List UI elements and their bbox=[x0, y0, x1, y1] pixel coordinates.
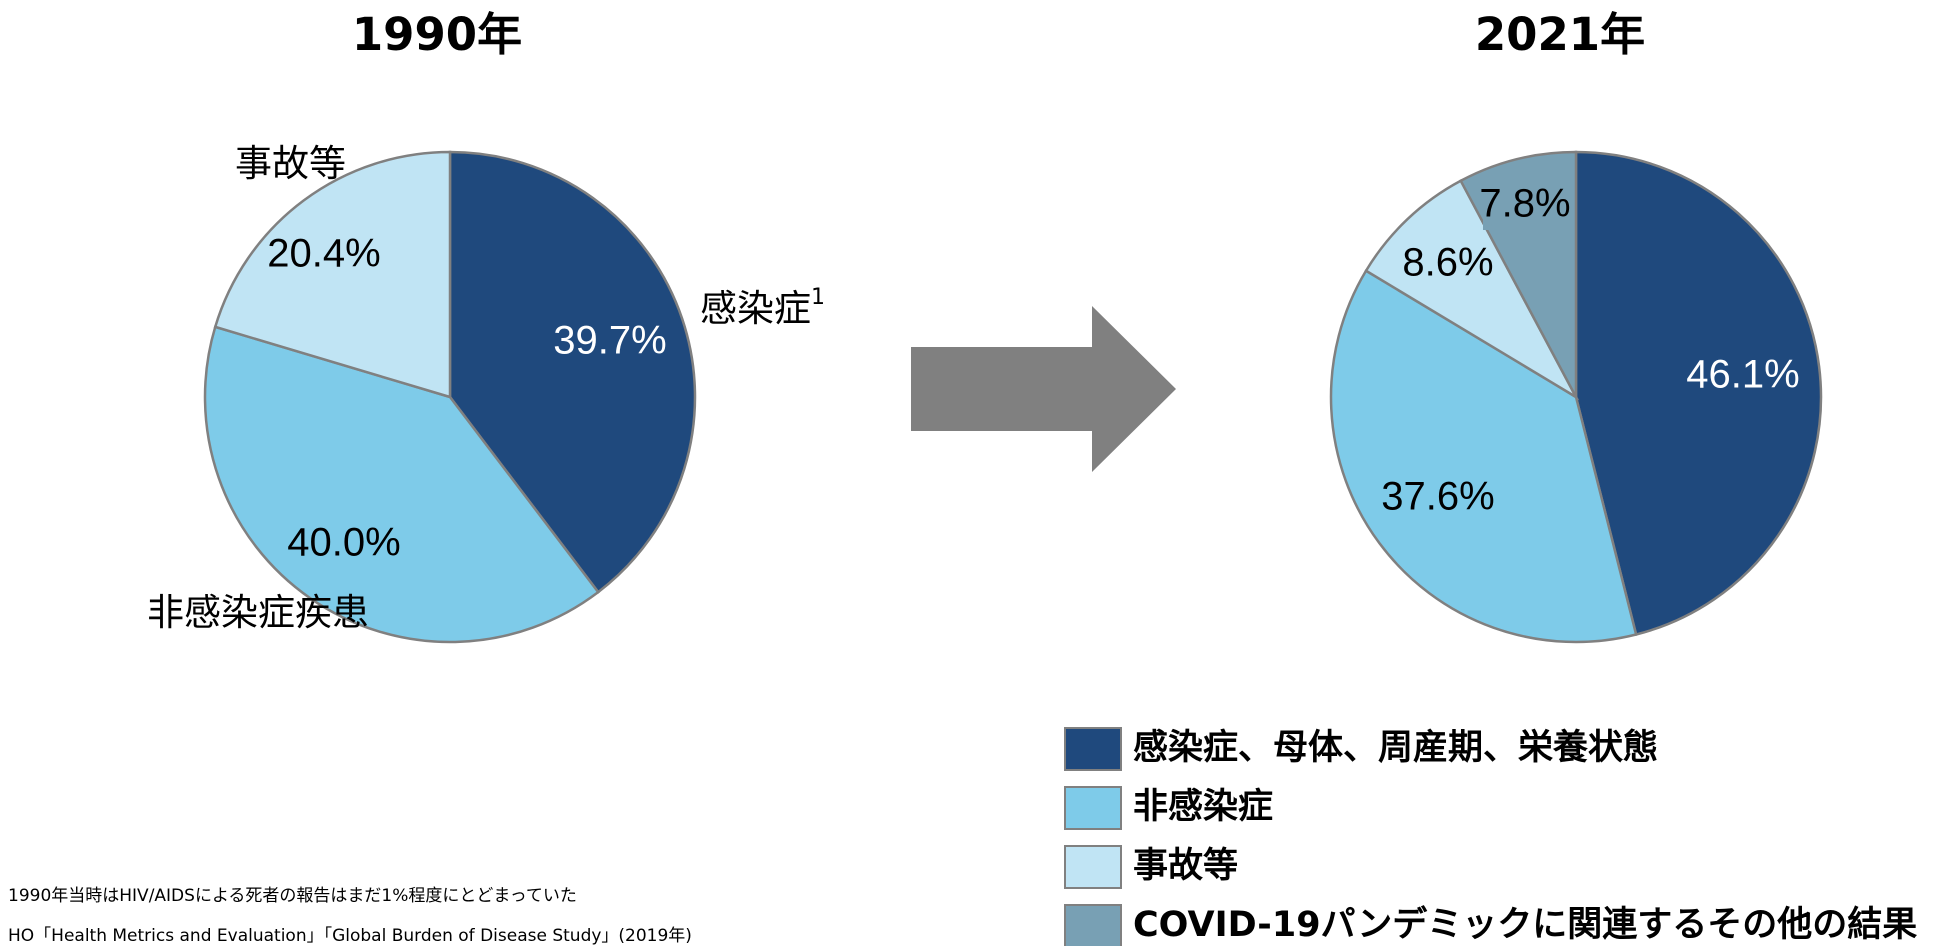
data-label: 8.6% bbox=[1402, 241, 1493, 285]
pie-slice bbox=[213, 150, 452, 399]
chart-title: 2021年 bbox=[1475, 8, 1645, 61]
legend-label: 事故等 bbox=[1133, 846, 1238, 886]
category-label: 事故等 bbox=[235, 142, 346, 185]
category-name: 非感染症疾患 bbox=[147, 591, 369, 634]
label-bg bbox=[1406, 241, 1490, 289]
category-name: 事故等 bbox=[235, 142, 346, 185]
label-bg bbox=[1483, 182, 1567, 230]
pie-slice bbox=[1574, 150, 1823, 637]
data-label: 37.6% bbox=[1381, 475, 1494, 519]
data-label: 39.7% bbox=[553, 319, 666, 363]
pie-slice bbox=[448, 150, 697, 594]
data-label: 7.8% bbox=[1479, 182, 1570, 226]
pie-slice bbox=[1329, 269, 1638, 644]
footnote: HO「Health Metrics and Evaluation」「Global… bbox=[8, 926, 692, 946]
category-name: 感染症 bbox=[700, 287, 811, 330]
legend-label: 感染症、母体、周産期、栄養状態 bbox=[1133, 728, 1658, 768]
category-label: 感染症1 bbox=[700, 285, 825, 330]
arrow bbox=[911, 306, 1176, 472]
data-label: 46.1% bbox=[1686, 353, 1799, 397]
legend-label: COVID-19パンデミックに関連するその他の結果 bbox=[1133, 904, 1917, 945]
legend-swatch bbox=[1064, 904, 1122, 946]
legend-swatch bbox=[1064, 845, 1122, 889]
data-label: 40.0% bbox=[287, 521, 400, 565]
data-label: 20.4% bbox=[267, 232, 380, 276]
legend-label: 非感染症 bbox=[1133, 787, 1273, 827]
footnote: 1990年当時はHIV/AIDSによる死者の報告はまだ1%程度にとどまっていた bbox=[8, 886, 577, 906]
chart-title: 1990年 bbox=[352, 8, 522, 61]
footnote-mark: 1 bbox=[811, 285, 825, 310]
category-label: 非感染症疾患 bbox=[147, 591, 369, 634]
pie-slice bbox=[203, 325, 600, 644]
legend-swatch bbox=[1064, 786, 1122, 830]
legend-swatch bbox=[1064, 727, 1122, 771]
